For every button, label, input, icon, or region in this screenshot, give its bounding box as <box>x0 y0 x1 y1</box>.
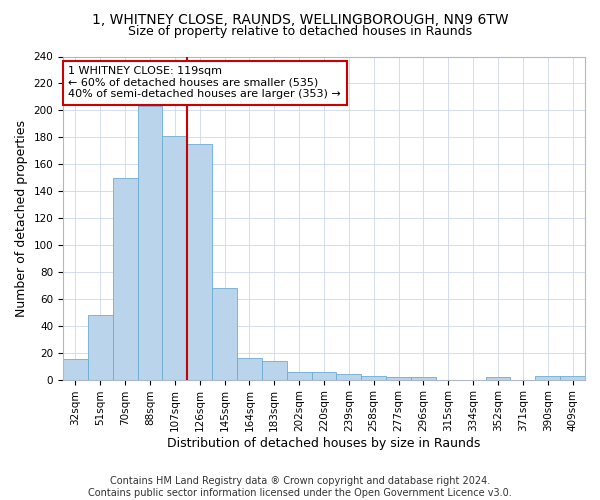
Bar <box>535 376 560 380</box>
Bar <box>113 178 137 380</box>
Bar <box>163 136 187 380</box>
Y-axis label: Number of detached properties: Number of detached properties <box>15 120 28 316</box>
Bar <box>88 315 113 380</box>
X-axis label: Distribution of detached houses by size in Raunds: Distribution of detached houses by size … <box>167 437 481 450</box>
Bar <box>237 358 262 380</box>
Bar <box>212 288 237 380</box>
Text: 1 WHITNEY CLOSE: 119sqm
← 60% of detached houses are smaller (535)
40% of semi-d: 1 WHITNEY CLOSE: 119sqm ← 60% of detache… <box>68 66 341 100</box>
Bar <box>287 372 311 380</box>
Bar <box>337 374 361 380</box>
Text: 1, WHITNEY CLOSE, RAUNDS, WELLINGBOROUGH, NN9 6TW: 1, WHITNEY CLOSE, RAUNDS, WELLINGBOROUGH… <box>92 12 508 26</box>
Bar <box>63 360 88 380</box>
Text: Size of property relative to detached houses in Raunds: Size of property relative to detached ho… <box>128 25 472 38</box>
Text: Contains HM Land Registry data ® Crown copyright and database right 2024.
Contai: Contains HM Land Registry data ® Crown c… <box>88 476 512 498</box>
Bar <box>361 376 386 380</box>
Bar <box>411 377 436 380</box>
Bar <box>386 377 411 380</box>
Bar <box>560 376 585 380</box>
Bar <box>262 360 287 380</box>
Bar <box>137 106 163 380</box>
Bar <box>187 144 212 380</box>
Bar <box>485 377 511 380</box>
Bar <box>311 372 337 380</box>
